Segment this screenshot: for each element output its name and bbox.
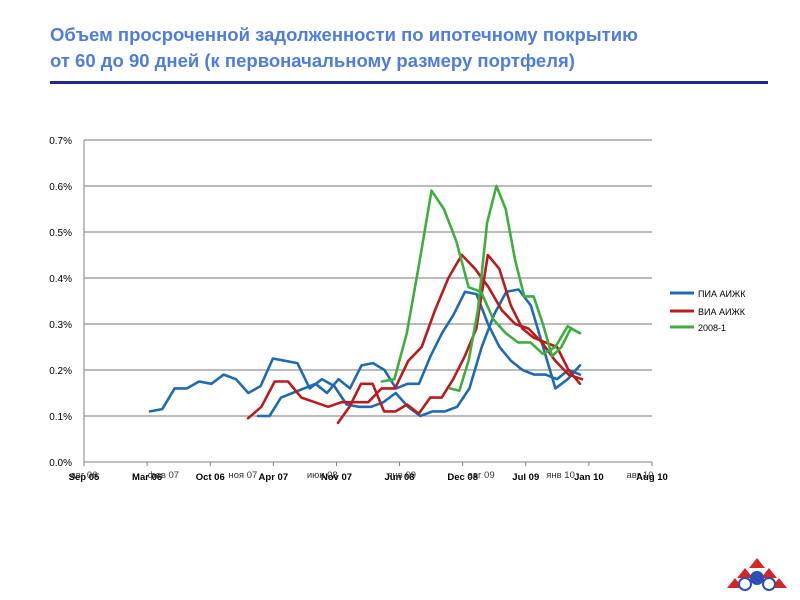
slide-title: Объем просроченной задолженности по ипот… [50,22,770,74]
y-tick-label: 0.5% [49,228,72,239]
x-tick-label: Nov 07 [321,472,352,483]
y-tick-label: 0.2% [49,366,72,377]
series-line [448,184,582,393]
series-line [246,253,584,420]
x-tick-label-alt: фев 07 [148,470,179,481]
legend-label: ПИА АИЖК [698,289,746,299]
x-tick-label-alt: янв 09 [387,470,416,481]
title-underline [50,81,768,84]
x-tick-label: Jun 08 [385,472,415,483]
x-tick-label: Apr 07 [259,472,289,483]
legend-label: 2008-1 [698,323,726,333]
slide-title-line-1: Объем просроченной задолженности по ипот… [50,24,638,45]
x-tick-label-alt: авг 10 [626,470,653,481]
series-line [148,288,582,418]
series-line [256,290,582,418]
x-tick-label-alt: авг 06 [70,470,97,481]
y-tick-label: 0.6% [49,182,72,193]
x-tick-label: Jul 09 [512,472,539,483]
x-tick-label: Aug 10 [636,472,668,483]
slide-title-line-2: от 60 до 90 дней (к первоначальному разм… [50,50,575,71]
x-tick-label: Mar 06 [132,472,162,483]
legend-label: ВИА АИЖК [698,307,746,317]
y-tick-label: 0.3% [49,320,72,331]
x-tick-label-alt: июн 08 [307,470,338,481]
x-tick-label: Oct 06 [196,472,225,483]
x-tick-label: Dec 08 [447,472,478,483]
x-tick-label-alt: ноя 07 [228,470,257,481]
x-tick-label: Jan 10 [574,472,604,483]
y-tick-label: 0.4% [49,274,72,285]
y-tick-label: 0.7% [49,136,72,147]
series-line [336,253,582,425]
y-tick-label: 0.1% [49,412,72,423]
company-logo [727,558,787,591]
x-tick-label: Sep 05 [69,472,100,483]
x-tick-label-alt: авг 09 [468,470,495,481]
x-tick-label-alt: янв 10 [546,470,575,481]
y-tick-label: 0.0% [49,458,72,469]
